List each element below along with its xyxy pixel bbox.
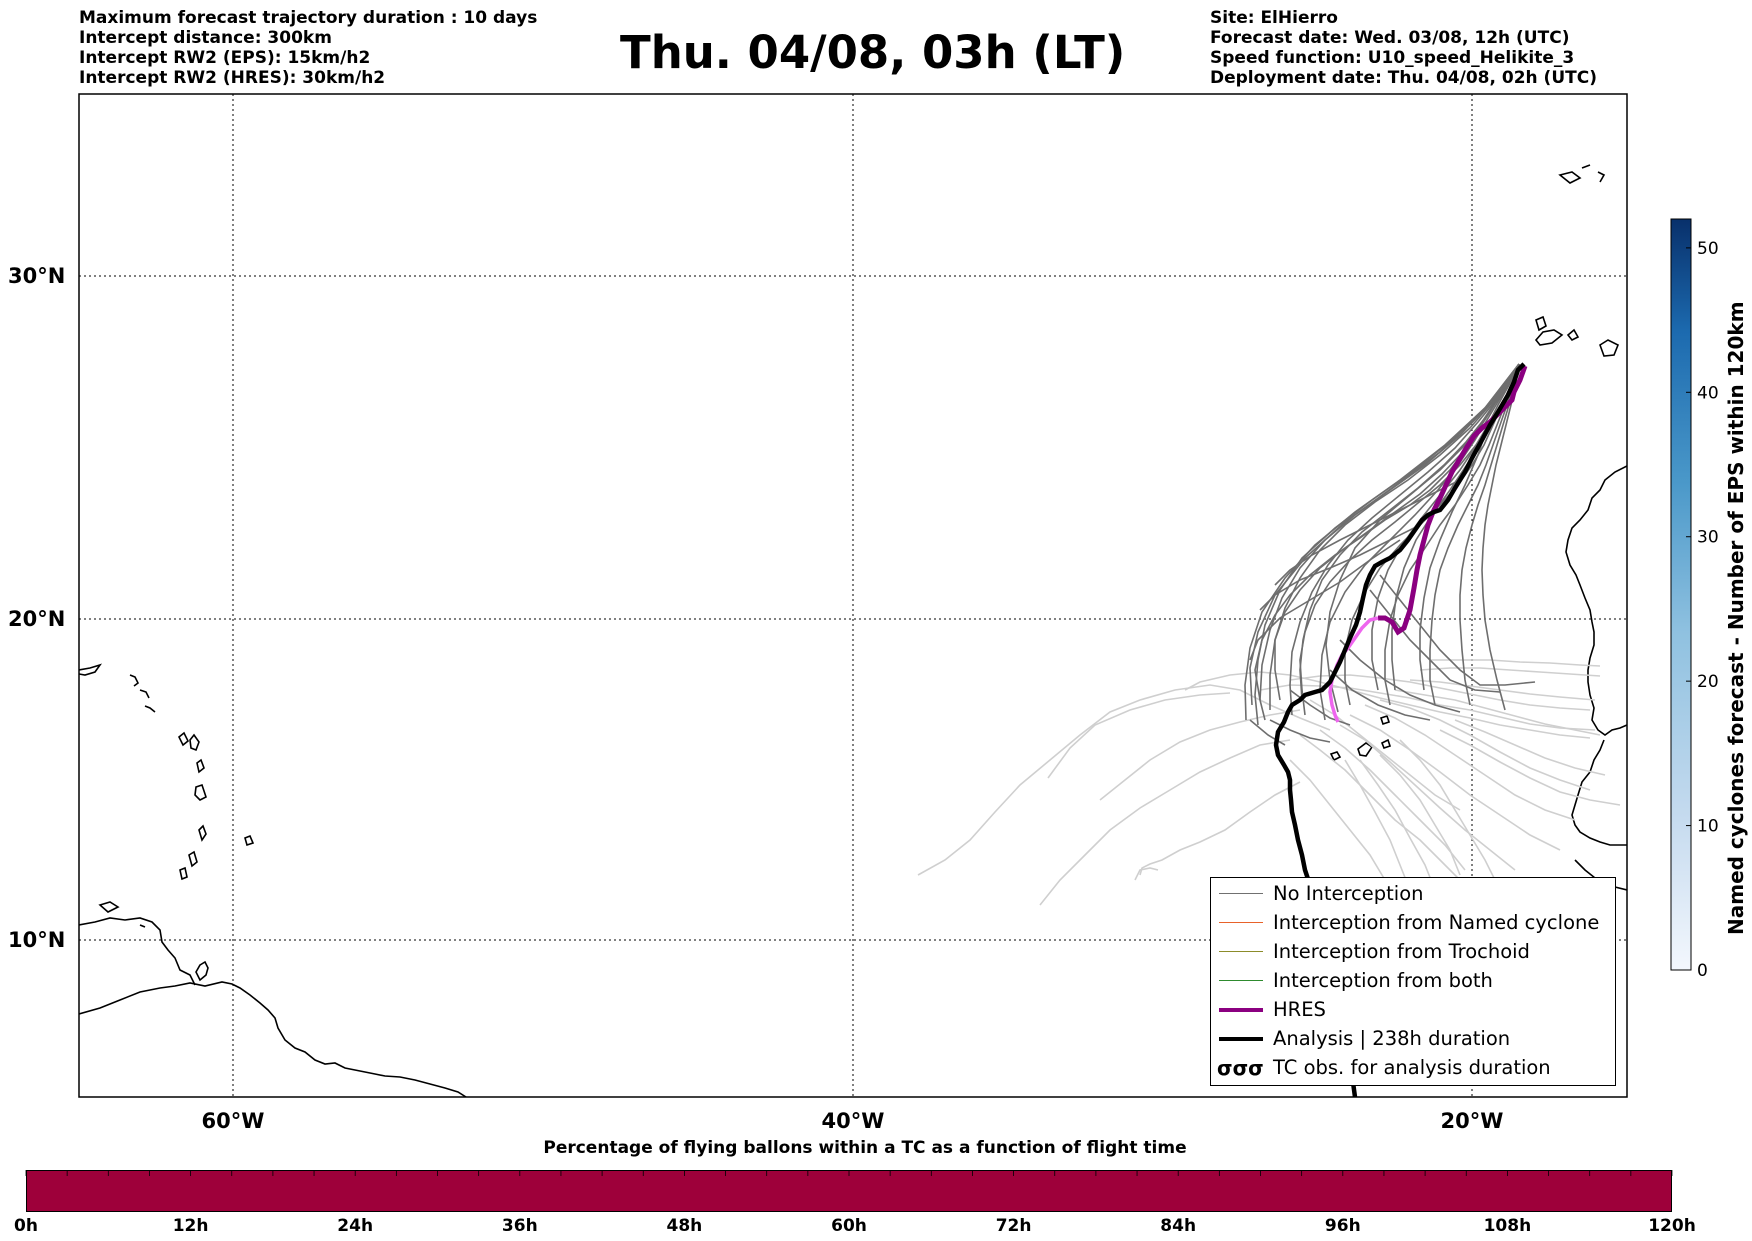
cape-verde-2 — [1357, 742, 1374, 757]
legend-label: No Interception — [1273, 882, 1424, 905]
island-small-4 — [244, 834, 255, 847]
flight-bar-tick-label: 96h — [1324, 1216, 1361, 1236]
flight-bar-tick-label: 72h — [995, 1216, 1032, 1236]
cape-verde-1 — [1329, 751, 1342, 762]
colorbar — [1670, 218, 1692, 971]
tobago-trinidad-2 — [139, 924, 146, 928]
legend-label: Interception from Named cyclone — [1273, 911, 1600, 934]
canary-4 — [1535, 315, 1547, 332]
coastlines — [79, 164, 1627, 1097]
header-right-line: Forecast date: Wed. 03/08, 12h (UTC) — [1210, 28, 1570, 48]
flight-bar-tick-label: 120h — [1648, 1216, 1696, 1236]
island-small-3 — [144, 705, 156, 713]
legend-item-both: Interception from both — [1211, 968, 1615, 994]
legend-swatch — [1219, 922, 1263, 923]
flight-bar-title: Percentage of flying ballons within a TC… — [543, 1138, 1187, 1158]
lesser-antilles-1 — [189, 733, 200, 752]
island-small-1 — [129, 674, 140, 687]
lon-label-20w: 20°W — [1441, 1109, 1504, 1133]
legend-label: Interception from both — [1273, 969, 1493, 992]
colorbar-ticks: 0 10 20 30 40 50 — [1686, 239, 1719, 981]
lesser-antilles-6 — [188, 850, 198, 868]
legend-item-no-interception: No Interception — [1211, 881, 1615, 907]
lat-label-10n: 10°N — [8, 928, 65, 952]
venezuela-coast — [79, 917, 196, 986]
flight-bar-tick-label: 48h — [666, 1216, 703, 1236]
south-america-coast — [79, 981, 467, 1097]
colorbar-label: Named cyclones forecast - Number of EPS … — [1724, 301, 1748, 935]
legend-label: Analysis | 238h duration — [1273, 1027, 1511, 1050]
virgin-islands — [79, 663, 103, 676]
madeira — [1558, 171, 1582, 184]
cape-verde-4 — [1379, 714, 1391, 726]
legend: No Interception Interception from Named … — [1210, 877, 1616, 1086]
lat-label-30n: 30°N — [8, 264, 65, 288]
trinidad — [195, 960, 209, 982]
cape-verde-3 — [1380, 738, 1392, 749]
lesser-antilles-3 — [177, 731, 190, 747]
lesser-antilles-2 — [196, 758, 205, 774]
header-left-line: Intercept RW2 (EPS): 15km/h2 — [79, 48, 371, 68]
legend-swatch — [1219, 893, 1263, 894]
flight-bar-tickmarks — [25, 1170, 1673, 1176]
curacao-aruba — [98, 901, 120, 913]
colorbar-tick-label: 0 — [1697, 961, 1708, 981]
legend-swatch — [1219, 1037, 1263, 1041]
africa-coast-2 — [1571, 739, 1627, 846]
page-title: Thu. 04/08, 03h (LT) — [620, 26, 1126, 79]
africa-coast — [1565, 465, 1627, 736]
eps-trajectories — [1244, 363, 1536, 746]
madeira-3 — [1597, 171, 1606, 183]
legend-item-hres: HRES — [1211, 997, 1615, 1023]
colorbar-tick-label: 50 — [1697, 239, 1719, 259]
lon-label-60w: 60°W — [202, 1109, 265, 1133]
island-small-2 — [139, 689, 150, 699]
colorbar-tick-label: 10 — [1697, 817, 1719, 837]
map-frame — [78, 93, 1628, 1098]
canary-1 — [1534, 329, 1564, 346]
legend-label: HRES — [1273, 998, 1326, 1021]
legend-item-trochoid: Interception from Trochoid — [1211, 939, 1615, 965]
header-left-info: Maximum forecast trajectory duration : 1… — [79, 8, 537, 88]
flight-bar-tick-label: 84h — [1160, 1216, 1197, 1236]
colorbar-tick-label: 20 — [1697, 672, 1719, 692]
header-left-line: Intercept RW2 (HRES): 30km/h2 — [79, 68, 386, 88]
flight-bar-tick-label: 0h — [14, 1216, 38, 1236]
header-left-line: Maximum forecast trajectory duration : 1… — [79, 8, 538, 28]
colorbar-tick-label: 40 — [1697, 383, 1719, 403]
lat-label-20n: 20°N — [8, 607, 65, 631]
header-left-line: Intercept distance: 300km — [79, 28, 332, 48]
flight-bar-tick-label: 24h — [337, 1216, 374, 1236]
legend-swatch — [1219, 1008, 1263, 1012]
colorbar-tick-label: 30 — [1697, 528, 1719, 548]
header-right-info: Site: ElHierro Forecast date: Wed. 03/08… — [1210, 8, 1597, 88]
canary-2 — [1599, 339, 1620, 357]
flight-bar-tick-label: 36h — [501, 1216, 538, 1236]
lesser-antilles-4 — [194, 783, 207, 801]
legend-label: TC obs. for analysis duration — [1273, 1056, 1551, 1079]
canary-3 — [1566, 328, 1580, 342]
flight-bar-tick-label: 108h — [1483, 1216, 1532, 1236]
legend-item-analysis: Analysis | 238h duration — [1211, 1026, 1615, 1052]
legend-label: Interception from Trochoid — [1273, 940, 1530, 963]
flight-bar-tick-label: 12h — [172, 1216, 209, 1236]
late-trajectories — [917, 659, 1621, 906]
lesser-antilles-7 — [179, 866, 188, 881]
madeira-2 — [1581, 164, 1591, 169]
flight-bar-tick-label: 60h — [831, 1216, 867, 1236]
legend-item-tc-obs: σσσ TC obs. for analysis duration — [1211, 1055, 1615, 1081]
legend-swatch — [1219, 951, 1263, 952]
legend-item-named-cyclone: Interception from Named cyclone — [1211, 910, 1615, 936]
legend-swatch — [1219, 980, 1263, 981]
header-right-line: Deployment date: Thu. 04/08, 02h (UTC) — [1210, 68, 1597, 88]
header-right-line: Site: ElHierro — [1210, 8, 1338, 28]
tc-obs-symbol-icon: σσσ — [1217, 1056, 1264, 1080]
lon-label-40w: 40°W — [822, 1109, 885, 1133]
header-right-line: Speed function: U10_speed_Helikite_3 — [1210, 48, 1575, 68]
analysis-trajectory — [1273, 362, 1526, 1097]
lesser-antilles-5 — [198, 824, 207, 842]
